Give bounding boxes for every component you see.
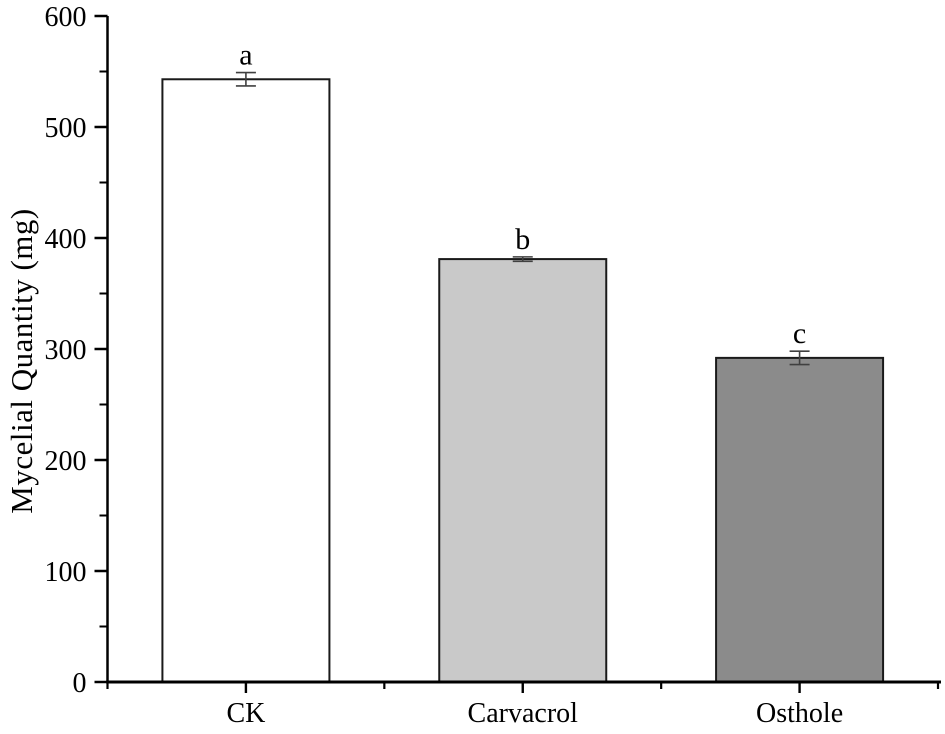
x-tick-label: Carvacrol	[468, 698, 579, 729]
bar-ck	[161, 78, 331, 683]
bar-carvacrol	[438, 258, 608, 683]
y-axis-title: Mycelial Quantity (mg)	[4, 208, 39, 514]
y-tick-label: 100	[45, 557, 87, 588]
y-tick-label: 500	[45, 113, 87, 144]
x-tick-label: CK	[226, 698, 265, 729]
x-tick-label: Osthole	[756, 698, 843, 729]
bar-osthole	[715, 356, 885, 683]
y-tick-label: 400	[45, 224, 87, 255]
sig-letter: a	[239, 39, 252, 72]
y-tick-label: 0	[73, 668, 87, 699]
y-tick-label: 600	[45, 2, 87, 33]
y-tick-label: 300	[45, 335, 87, 366]
sig-letter: c	[793, 317, 806, 350]
sig-letter: b	[515, 223, 530, 256]
y-tick-label: 200	[45, 446, 87, 477]
